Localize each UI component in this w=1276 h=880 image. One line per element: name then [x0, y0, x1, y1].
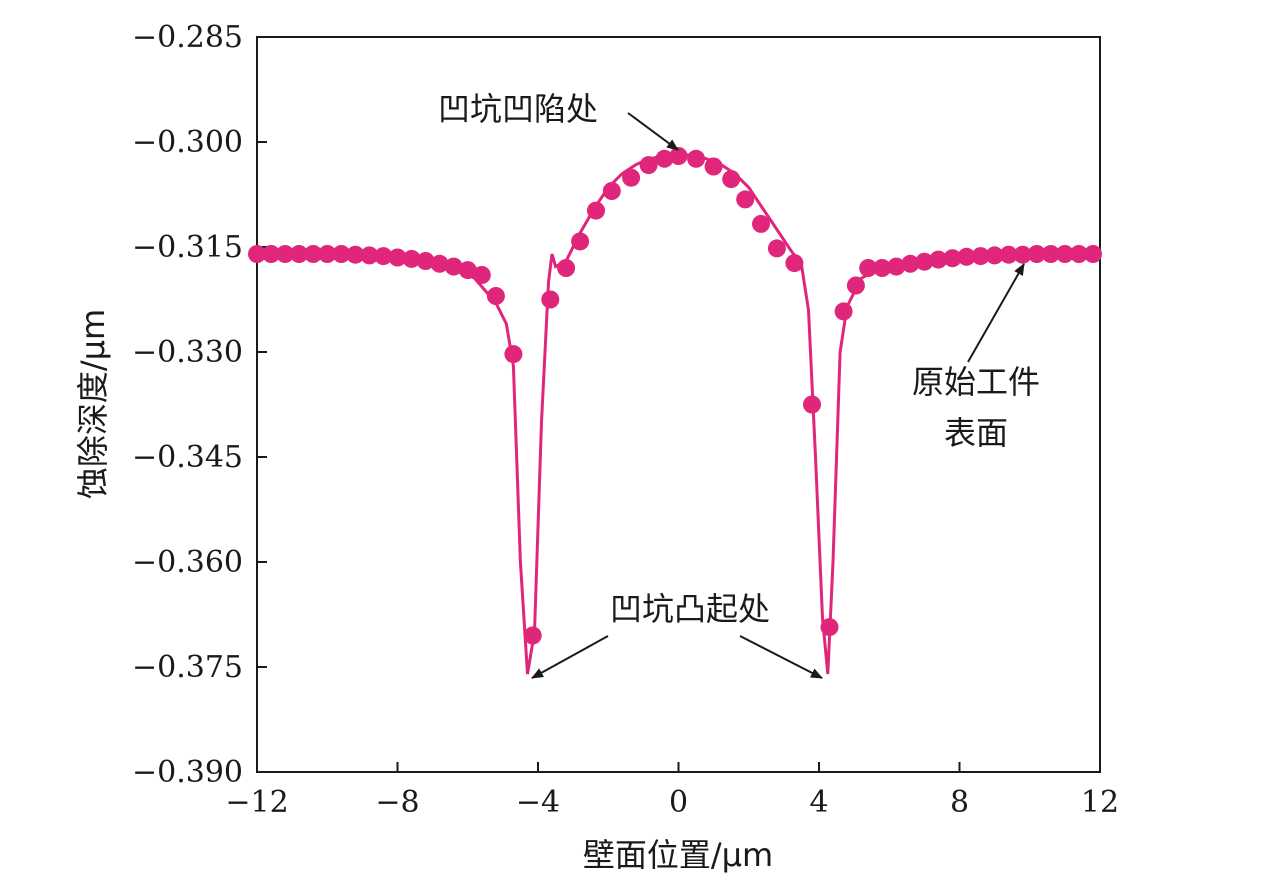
data-point: [901, 254, 920, 273]
data-point: [571, 232, 590, 251]
data-point: [873, 259, 892, 277]
y-tick-label: −0.315: [132, 230, 243, 265]
data-point: [304, 245, 323, 263]
y-tick-label: −0.330: [132, 335, 243, 370]
y-tick-label: −0.300: [132, 125, 243, 160]
data-point: [346, 245, 365, 264]
data-point: [1027, 245, 1046, 263]
y-tick-label: −0.345: [132, 440, 243, 475]
data-point: [785, 254, 804, 273]
data-point: [1041, 245, 1060, 263]
data-point: [504, 345, 523, 364]
data-point: [248, 245, 266, 263]
data-point: [1055, 245, 1074, 263]
y-axis-label: 蚀除深度/μm: [74, 309, 112, 499]
data-point: [374, 247, 393, 266]
annotation-pit-depression-arrow: [627, 112, 679, 151]
data-point: [602, 182, 621, 200]
annotation-pit-bulge: 凹坑凸起处: [610, 590, 770, 628]
data-point: [639, 156, 658, 175]
data-point: [985, 246, 1004, 265]
data-point: [887, 257, 906, 276]
data-point: [1069, 245, 1088, 263]
x-tick-label: 8: [950, 785, 969, 820]
x-axis-label: 壁面位置/μm: [583, 836, 773, 874]
data-point: [803, 395, 821, 414]
data-point: [458, 261, 477, 280]
data-point: [430, 254, 449, 273]
data-point: [687, 149, 706, 168]
data-point: [846, 276, 865, 295]
data-point: [416, 252, 435, 270]
x-tick-label: 4: [809, 785, 828, 820]
data-point: [767, 239, 786, 258]
data-point: [929, 250, 948, 269]
y-tick-label: −0.375: [132, 650, 243, 685]
data-point: [915, 252, 934, 271]
y-axis: −0.285 −0.300 −0.315 −0.330 −0.345 −0.360 −0.3…: [132, 20, 267, 790]
data-point: [957, 247, 976, 266]
annotation-original-surface-line1: 原始工件: [912, 363, 1040, 401]
data-point: [943, 249, 962, 268]
data-point: [736, 190, 755, 209]
data-point: [859, 259, 878, 277]
annotation-pit-bulge-arrow-right: [739, 635, 823, 679]
data-point: [262, 245, 281, 263]
data-point: [1013, 245, 1032, 264]
data-point: [655, 149, 674, 168]
data-point: [704, 157, 723, 176]
data-point: [388, 248, 407, 267]
data-point: [999, 245, 1018, 264]
annotation-pit-depression: 凹坑凹陷处: [438, 90, 598, 128]
data-point: [557, 259, 576, 277]
y-tick-label: −0.390: [132, 755, 243, 790]
data-point: [444, 257, 463, 276]
data-point: [486, 287, 505, 305]
data-point: [722, 170, 741, 189]
data-point: [752, 214, 770, 233]
y-tick-label: −0.360: [132, 545, 243, 580]
data-point: [402, 249, 421, 268]
x-axis: −12 −8 −4 0 4 8 12: [225, 762, 1119, 820]
data-point: [541, 290, 560, 309]
y-tick-label: −0.285: [132, 20, 243, 55]
annotation-original-surface-arrow: [967, 263, 1025, 363]
data-point: [820, 618, 839, 637]
x-tick-label: −4: [516, 785, 560, 820]
data-point: [472, 266, 491, 284]
data-point: [834, 302, 853, 321]
data-point: [587, 201, 605, 220]
data-point: [290, 245, 309, 263]
x-tick-label: 0: [669, 785, 688, 820]
data-point: [318, 245, 337, 263]
data-point: [622, 168, 641, 187]
data-point: [332, 245, 351, 263]
annotation-original-surface-line2: 表面: [944, 414, 1008, 452]
x-tick-label: −8: [375, 785, 419, 820]
data-point: [360, 246, 379, 265]
data-point: [1084, 245, 1102, 263]
data-point: [669, 147, 688, 165]
x-tick-label: −12: [225, 785, 288, 820]
data-point: [276, 245, 295, 263]
data-point: [523, 626, 542, 645]
data-point: [971, 247, 990, 266]
series-points: [248, 147, 1102, 645]
annotation-pit-bulge-arrow-left: [531, 635, 609, 679]
x-tick-label: 12: [1081, 785, 1119, 820]
